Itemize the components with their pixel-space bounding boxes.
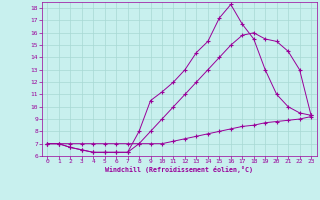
X-axis label: Windchill (Refroidissement éolien,°C): Windchill (Refroidissement éolien,°C) xyxy=(105,166,253,173)
